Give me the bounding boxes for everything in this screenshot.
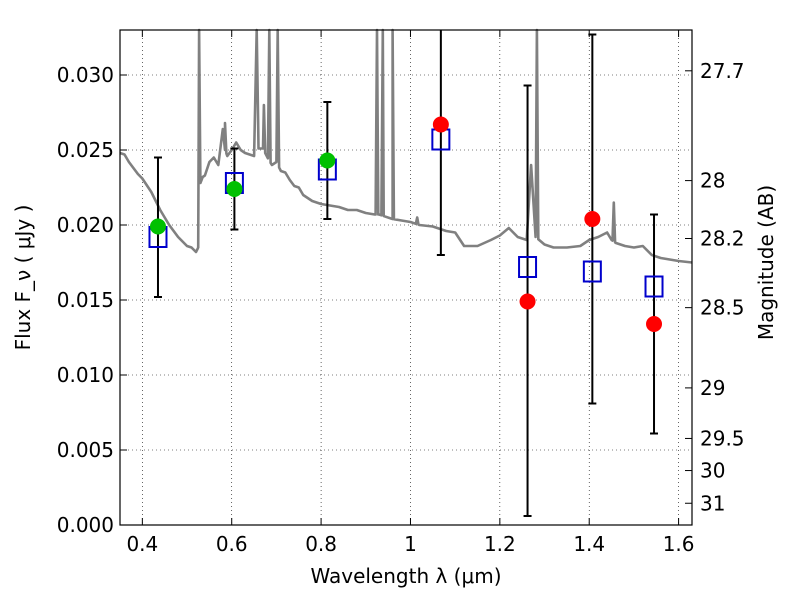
- y-tick-label: 0.010: [57, 363, 114, 387]
- right-tick-label: 31: [700, 491, 725, 515]
- grid-layer: [120, 30, 692, 526]
- x-tick-label: 0.8: [305, 532, 337, 556]
- model-spectrum-line: [119, 28, 693, 264]
- right-tick-label: 28.2: [700, 227, 745, 251]
- x-tick-label: 1.4: [573, 532, 605, 556]
- right-tick-label: 29: [700, 376, 725, 400]
- marker-layer: [148, 116, 664, 332]
- x-tick-label: 0.6: [216, 532, 248, 556]
- observed-optical-point: [319, 152, 336, 169]
- observed-optical-point: [226, 181, 243, 197]
- model-photometry-point: [644, 275, 664, 298]
- y-tick-label: 0.030: [57, 63, 114, 87]
- x-tick-label: 1: [404, 532, 417, 556]
- y-tick-label: 0.025: [57, 138, 114, 162]
- y-tick-label: 0.015: [57, 288, 114, 312]
- spectrum-layer: [119, 28, 693, 264]
- x-tick-label: 1.6: [663, 532, 695, 556]
- y-tick-label: 0.020: [57, 213, 114, 237]
- right-tick-label: 27.7: [700, 59, 745, 83]
- y-tick-label: 0.005: [57, 438, 114, 462]
- x-axis-label: Wavelength λ (μm): [310, 564, 501, 588]
- right-tick-label: 29.5: [700, 426, 745, 450]
- errorbar-layer: [153, 30, 659, 517]
- observed-nir-point: [432, 116, 449, 133]
- right-tick-label: 28: [700, 169, 725, 193]
- y-tick-label: 0.000: [57, 513, 114, 537]
- right-tick-label: 28.5: [700, 296, 745, 320]
- plot-frame: [119, 29, 693, 526]
- observed-optical-point: [149, 218, 166, 235]
- y-axis-label: Flux F_ν ( μJy ): [11, 205, 35, 351]
- observed-nir-point: [519, 293, 536, 310]
- tick-layer: 0.4 0.6 0.8 1 1.2 1.4 1.6 0.000 0.005 0.010 0.015 0…: [57, 30, 745, 556]
- model-photometry-point: [518, 256, 538, 278]
- y-axis-right-label: Magnitude (AB): [754, 185, 778, 340]
- x-tick-label: 0.4: [126, 532, 158, 556]
- observed-nir-point: [646, 316, 663, 332]
- right-tick-label: 30: [700, 459, 725, 483]
- observed-nir-point: [584, 211, 601, 227]
- model-photometry-point: [582, 260, 602, 283]
- x-tick-label: 1.2: [484, 532, 516, 556]
